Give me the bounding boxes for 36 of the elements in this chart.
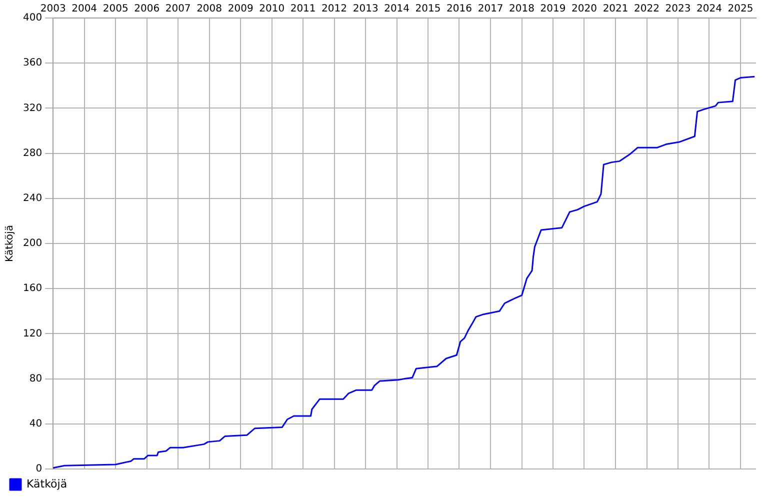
x-tick-label: 2016 xyxy=(446,4,472,15)
x-tick-label: 2018 xyxy=(509,4,535,15)
y-axis-title: Kätköjä xyxy=(4,225,16,262)
x-tick-label: 2015 xyxy=(415,4,441,15)
x-tick-label: 2013 xyxy=(352,4,378,15)
x-tick-label: 2017 xyxy=(478,4,504,15)
x-tick-label: 2023 xyxy=(665,4,691,15)
x-tick-label: 2008 xyxy=(196,4,222,15)
x-tick-label: 2004 xyxy=(72,4,98,15)
legend-label: Kätköjä xyxy=(26,477,68,490)
x-tick-label: 2009 xyxy=(228,4,254,15)
y-tick-label: 160 xyxy=(22,283,42,294)
x-tick-label: 2022 xyxy=(634,4,660,15)
y-tick-label: 80 xyxy=(29,373,42,384)
x-tick-label: 2025 xyxy=(728,4,754,15)
x-tick-label: 2011 xyxy=(290,4,316,15)
x-tick-label: 2019 xyxy=(540,4,566,15)
y-tick-label: 320 xyxy=(22,102,42,114)
x-tick-label: 2006 xyxy=(134,4,160,15)
y-tick-label: 280 xyxy=(22,148,42,159)
y-tick-label: 0 xyxy=(36,464,42,475)
x-tick-label: 2024 xyxy=(696,4,722,15)
y-tick-label: 200 xyxy=(22,238,42,250)
x-tick-label: 2012 xyxy=(322,4,347,15)
x-tick-label: 2010 xyxy=(259,4,285,15)
x-tick-label: 2020 xyxy=(572,4,597,15)
x-tick-label: 2005 xyxy=(102,4,128,15)
x-tick-label: 2014 xyxy=(384,4,410,15)
x-tick-label: 2003 xyxy=(40,4,66,15)
y-tick-label: 240 xyxy=(22,192,42,204)
y-tick-label: 360 xyxy=(22,58,42,69)
x-tick-label: 2021 xyxy=(602,4,628,15)
y-tick-label: 120 xyxy=(22,328,42,340)
x-tick-label: 2007 xyxy=(165,4,191,15)
y-tick-label: 400 xyxy=(22,12,42,24)
y-tick-label: 40 xyxy=(29,418,42,430)
